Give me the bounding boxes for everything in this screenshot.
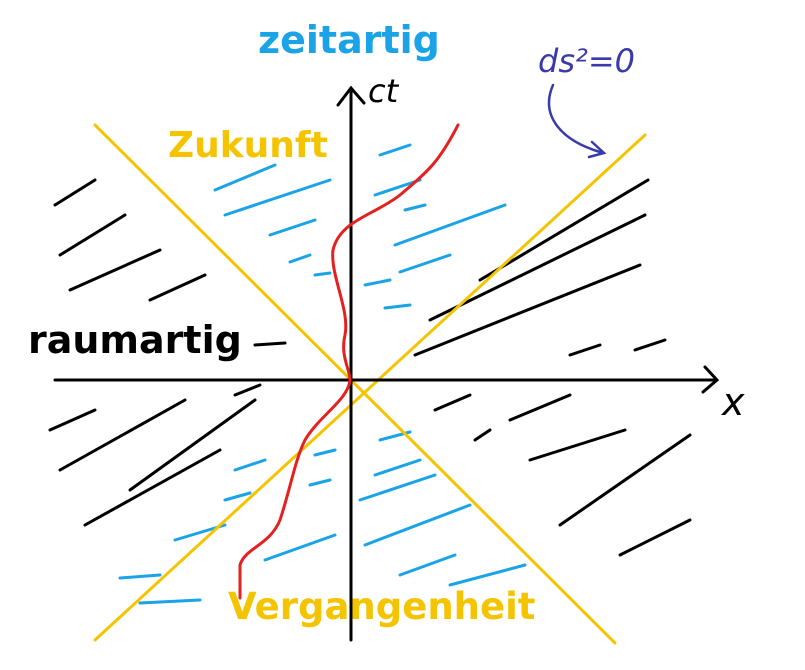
ct-axis-arrow xyxy=(336,85,366,107)
worldline xyxy=(238,123,460,600)
timelike-label: zeitartig xyxy=(258,18,440,62)
lightlike-note: ds²=0 xyxy=(538,42,635,80)
note-arrowhead xyxy=(587,140,607,159)
ct-axis-label: ct xyxy=(368,72,399,110)
x-axis-arrow xyxy=(701,365,720,394)
timelike-hatching xyxy=(118,143,527,605)
x-axis-label: x xyxy=(722,380,745,424)
spacelike-hatching xyxy=(48,178,692,557)
future-label: Zukunft xyxy=(168,125,328,166)
light-cone xyxy=(93,123,647,645)
axes xyxy=(53,85,720,642)
light-cone-line-rising xyxy=(93,133,647,642)
past-label: Vergangenheit xyxy=(228,585,536,628)
spacelike-label: raumartig xyxy=(28,318,242,362)
light-cone-line-falling xyxy=(93,123,617,645)
note-arrow xyxy=(547,83,602,154)
